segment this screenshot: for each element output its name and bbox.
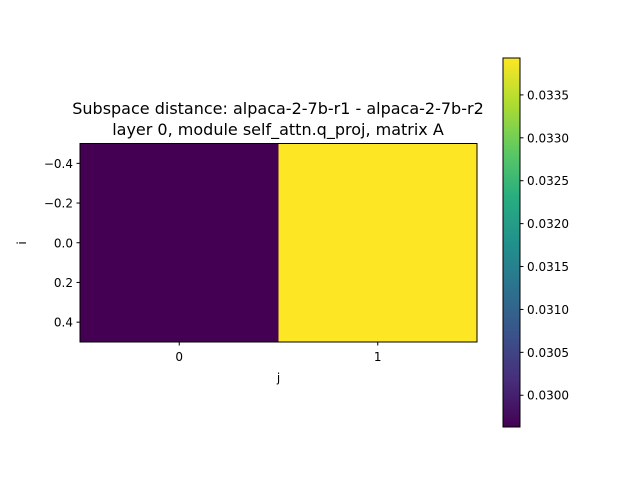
colorbar-tick-label: 0.0315 <box>527 260 569 274</box>
heatmap-cells <box>80 143 477 342</box>
colorbar-tick-label: 0.0335 <box>527 88 569 102</box>
heatmap-cell-0-0 <box>80 143 279 342</box>
y-tick-label: 0.2 <box>54 276 73 290</box>
chart-title-line1: Subspace distance: alpaca-2-7b-r1 - alpa… <box>72 99 484 118</box>
colorbar-tick-label: 0.0300 <box>527 389 569 403</box>
y-tick-label: −0.4 <box>44 157 73 171</box>
colorbar-tick-label: 0.0310 <box>527 303 569 317</box>
x-tick-label: 0 <box>175 350 183 364</box>
x-tick-label: 1 <box>374 350 382 364</box>
colorbar-tick-label: 0.0305 <box>527 346 569 360</box>
x-axis-label: j <box>276 371 280 385</box>
colorbar-tick-label: 0.0325 <box>527 174 569 188</box>
heatmap-cell-0-1 <box>278 143 477 342</box>
chart-title-line2: layer 0, module self_attn.q_proj, matrix… <box>112 120 444 140</box>
y-tick-label: −0.2 <box>44 197 73 211</box>
y-tick-label: 0.0 <box>54 236 73 250</box>
colorbar-ticks: 0.0300 0.0305 0.0310 0.0315 0.0320 0.0325 0.03… <box>520 88 569 403</box>
y-tick-label: 0.4 <box>54 316 73 330</box>
y-axis-label: i <box>15 241 29 244</box>
colorbar <box>502 57 521 428</box>
colorbar-tick-label: 0.0330 <box>527 131 569 145</box>
colorbar-tick-label: 0.0320 <box>527 217 569 231</box>
y-axis-ticks: −0.4 −0.2 0.0 0.2 0.4 <box>44 157 80 330</box>
